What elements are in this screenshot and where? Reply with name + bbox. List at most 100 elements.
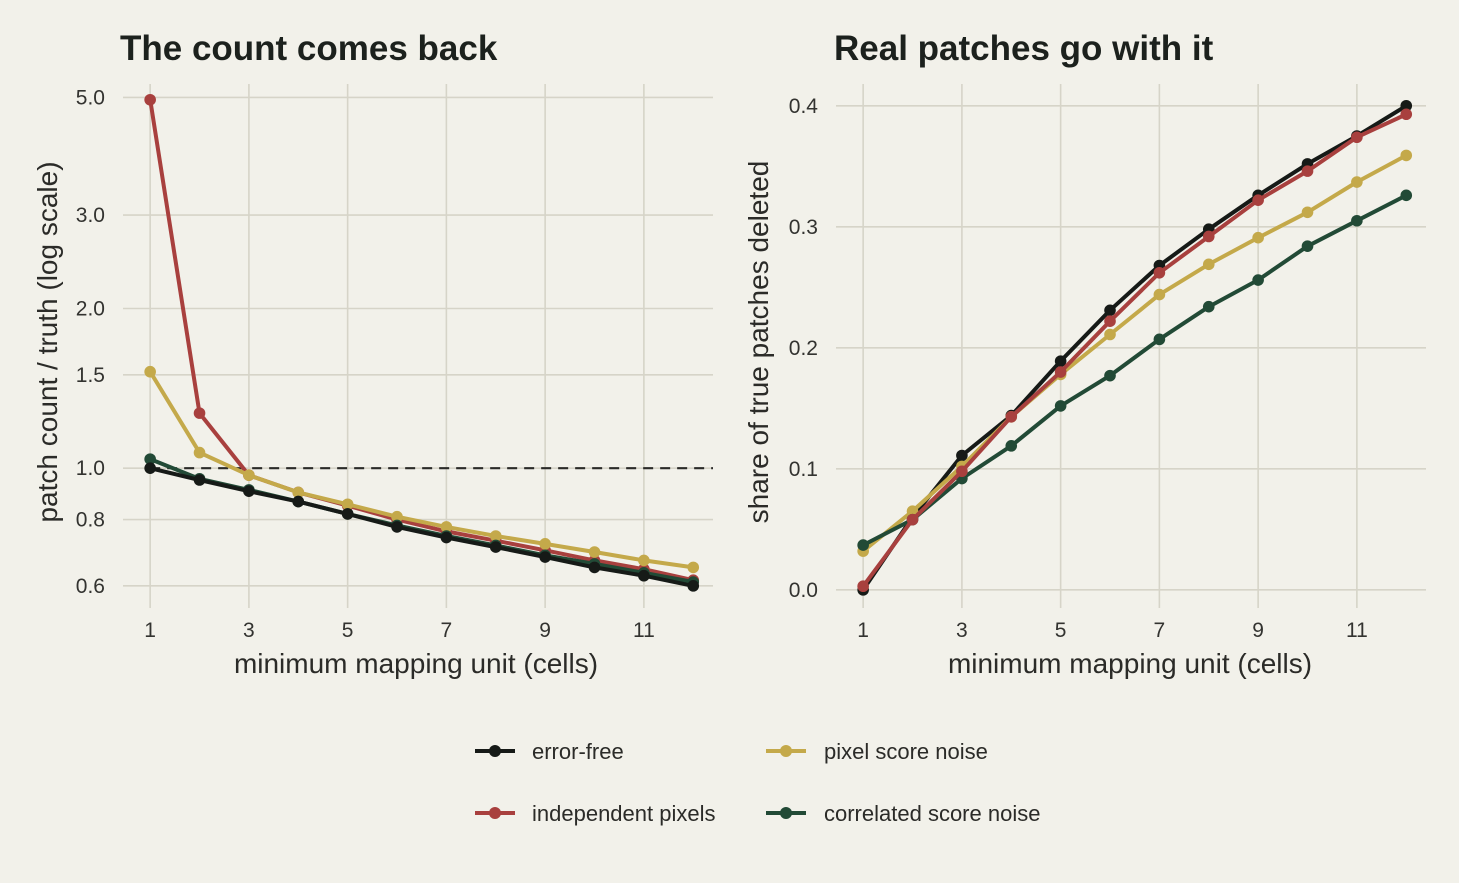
x-tick-label: 1 bbox=[144, 619, 156, 642]
data-point bbox=[243, 485, 255, 497]
data-point bbox=[193, 407, 206, 419]
panel-right: Real patches go with it minimum mapping … bbox=[743, 29, 1426, 679]
y-tick-label: 0.0 bbox=[789, 579, 818, 602]
right-x-axis-label: minimum mapping unit (cells) bbox=[948, 648, 1312, 679]
legend-item-independent-pixels: independent pixels bbox=[475, 801, 715, 826]
data-point bbox=[1400, 108, 1413, 121]
data-point bbox=[1351, 214, 1363, 227]
data-point bbox=[1400, 99, 1413, 112]
data-point bbox=[638, 554, 650, 567]
data-point bbox=[341, 508, 354, 520]
x-tick-label: 11 bbox=[1346, 619, 1368, 642]
data-point bbox=[857, 539, 869, 551]
data-point bbox=[440, 521, 453, 533]
data-point bbox=[1202, 300, 1215, 313]
y-tick-label: 0.6 bbox=[76, 575, 105, 598]
data-point bbox=[906, 513, 919, 526]
data-point bbox=[1351, 131, 1363, 144]
x-tick-label: 7 bbox=[441, 619, 453, 642]
left-chart-title: The count comes back bbox=[120, 29, 498, 68]
data-point bbox=[144, 453, 156, 465]
data-point bbox=[1104, 369, 1116, 382]
series-line bbox=[148, 99, 694, 583]
data-point bbox=[1301, 165, 1314, 177]
data-point bbox=[440, 531, 453, 544]
legend-swatch-dot bbox=[780, 745, 792, 757]
series-line bbox=[148, 370, 694, 570]
data-point bbox=[1104, 328, 1116, 341]
series-independent-pixels bbox=[857, 108, 1413, 593]
data-point bbox=[292, 486, 305, 499]
data-point bbox=[391, 521, 403, 533]
data-point bbox=[1153, 333, 1166, 346]
data-point bbox=[144, 365, 156, 378]
data-point bbox=[1252, 274, 1264, 286]
y-tick-label: 2.0 bbox=[76, 298, 105, 321]
series-line bbox=[861, 112, 1408, 588]
legend-swatch-dot bbox=[489, 807, 501, 819]
left-x-axis-label: minimum mapping unit (cells) bbox=[234, 648, 598, 679]
series-line bbox=[862, 193, 1408, 547]
data-point bbox=[1252, 231, 1264, 244]
x-tick-label: 9 bbox=[1252, 619, 1264, 642]
y-tick-label: 0.1 bbox=[789, 458, 818, 481]
x-tick-label: 11 bbox=[633, 619, 655, 642]
data-point bbox=[292, 495, 305, 508]
x-tick-label: 3 bbox=[956, 619, 968, 642]
data-point bbox=[956, 449, 968, 462]
data-point bbox=[391, 510, 403, 523]
data-point bbox=[1104, 304, 1116, 317]
data-point bbox=[539, 551, 551, 563]
data-point bbox=[144, 93, 156, 106]
series-line bbox=[861, 153, 1408, 553]
data-point bbox=[956, 465, 968, 478]
data-point bbox=[1202, 258, 1215, 271]
legend-label: independent pixels bbox=[532, 801, 715, 826]
data-point bbox=[588, 561, 601, 574]
series-line bbox=[149, 466, 694, 588]
y-tick-label: 0.3 bbox=[789, 216, 818, 239]
data-point bbox=[1054, 355, 1067, 367]
left-y-axis-label: patch count / truth (log scale) bbox=[32, 161, 63, 522]
x-tick-label: 3 bbox=[243, 619, 255, 642]
y-tick-label: 1.0 bbox=[76, 457, 105, 480]
data-point bbox=[687, 561, 700, 574]
series-correlated-score-noise bbox=[857, 189, 1413, 551]
series-pixel-score-noise bbox=[144, 365, 700, 574]
data-point bbox=[1054, 366, 1067, 378]
data-point bbox=[1005, 410, 1018, 423]
x-tick-label: 7 bbox=[1154, 619, 1166, 642]
data-point bbox=[1301, 240, 1314, 252]
data-point bbox=[243, 469, 255, 481]
data-point bbox=[638, 569, 650, 582]
legend-item-error-free: error-free bbox=[475, 739, 624, 764]
y-tick-label: 5.0 bbox=[76, 86, 105, 109]
legend-swatch-dot bbox=[780, 807, 792, 819]
data-point bbox=[341, 498, 354, 511]
y-tick-label: 3.0 bbox=[76, 204, 105, 227]
legend-label: error-free bbox=[532, 739, 624, 764]
data-point bbox=[1104, 315, 1116, 327]
x-tick-label: 5 bbox=[342, 619, 354, 642]
data-point bbox=[1153, 266, 1166, 279]
data-point bbox=[1400, 149, 1413, 162]
legend-swatch-dot bbox=[489, 745, 501, 757]
legend-item-pixel-score-noise: pixel score noise bbox=[766, 739, 988, 764]
right-y-axis-label: share of true patches deleted bbox=[743, 161, 774, 524]
data-point bbox=[193, 446, 206, 459]
data-point bbox=[489, 530, 502, 542]
legend-item-correlated-score-noise: correlated score noise bbox=[766, 801, 1040, 826]
y-tick-label: 0.8 bbox=[76, 509, 105, 532]
data-point bbox=[144, 462, 156, 474]
data-point bbox=[1252, 194, 1264, 206]
data-point bbox=[588, 546, 601, 558]
y-tick-label: 1.5 bbox=[76, 364, 105, 387]
x-tick-label: 1 bbox=[857, 619, 869, 642]
legend: error-free pixel score noise independent… bbox=[475, 739, 1040, 826]
data-point bbox=[1351, 176, 1363, 188]
data-point bbox=[1005, 440, 1018, 452]
series-line bbox=[861, 104, 1408, 591]
x-tick-label: 5 bbox=[1055, 619, 1067, 642]
legend-label: correlated score noise bbox=[824, 801, 1040, 826]
